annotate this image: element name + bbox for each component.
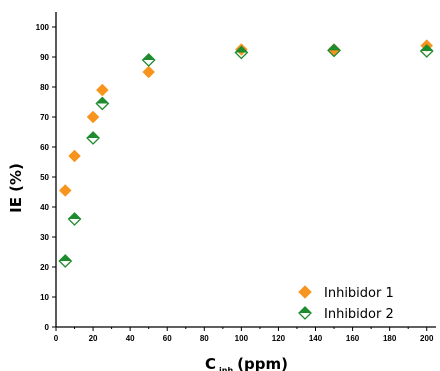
y-tick-label: 20 <box>40 263 49 272</box>
x-tick-label: 120 <box>272 334 286 343</box>
point-inhibidor-2 <box>327 43 341 58</box>
point-inhibidor-2 <box>95 96 110 111</box>
legend-label-inhibidor-2: Inhibidor 2 <box>324 307 394 322</box>
y-tick-label: 70 <box>40 113 49 122</box>
legend-marker-shape <box>298 306 312 320</box>
point-inhibidor-2 <box>419 44 434 58</box>
x-axis-title-main: C <box>205 355 216 371</box>
x-tick-label: 100 <box>235 334 249 343</box>
y-tick-label: 100 <box>36 23 50 32</box>
x-tick-label: 180 <box>383 334 397 343</box>
legend-label-inhibidor-1: Inhibidor 1 <box>324 286 394 301</box>
legend-marker-inhibidor-2 <box>298 306 312 320</box>
legend-item-inhibidor-1: Inhibidor 1 <box>298 285 394 301</box>
y-tick-label: 50 <box>40 173 49 182</box>
legend-marker-inhibidor-1 <box>298 285 312 299</box>
point-inhibidor-1 <box>68 149 81 163</box>
point-inhibidor-1 <box>95 83 109 97</box>
y-tick-label: 80 <box>40 83 49 92</box>
x-tick-label: 80 <box>200 334 209 343</box>
point-inhibidor-2 <box>67 212 82 226</box>
point-inhibidor-2 <box>234 45 249 60</box>
y-tick-label: 0 <box>45 323 50 332</box>
y-axis-title: IE (%) <box>7 163 25 213</box>
legend: Inhibidor 1 Inhibidor 2 <box>298 285 394 322</box>
x-axis-title-subscript: inh <box>219 366 233 371</box>
y-tick-label: 10 <box>40 293 49 302</box>
x-tick-label: 20 <box>89 334 98 343</box>
data-points <box>58 39 434 268</box>
x-tick-label: 60 <box>163 334 172 343</box>
x-tick-label: 40 <box>126 334 135 343</box>
point-inhibidor-1 <box>142 65 156 79</box>
point-inhibidor-2 <box>58 254 73 268</box>
point-inhibidor-1 <box>86 110 100 124</box>
y-tick-label: 60 <box>40 143 49 152</box>
x-tick-label: 200 <box>420 334 434 343</box>
x-axis-title-unit: (ppm) <box>237 355 288 371</box>
plot-axes: 0 10 20 30 40 50 60 70 80 90 100 0 20 40 60 80 100 120 140… <box>36 12 436 343</box>
legend-item-inhibidor-2: Inhibidor 2 <box>298 306 394 322</box>
x-tick-label: 0 <box>54 334 59 343</box>
point-inhibidor-1 <box>58 184 72 197</box>
point-inhibidor-2 <box>86 131 100 145</box>
y-tick-label: 30 <box>40 233 49 242</box>
y-tick-label: 90 <box>40 53 49 62</box>
x-tick-label: 140 <box>309 334 323 343</box>
x-tick-label: 160 <box>346 334 360 343</box>
point-inhibidor-2 <box>141 53 156 67</box>
y-tick-label: 40 <box>40 203 49 212</box>
